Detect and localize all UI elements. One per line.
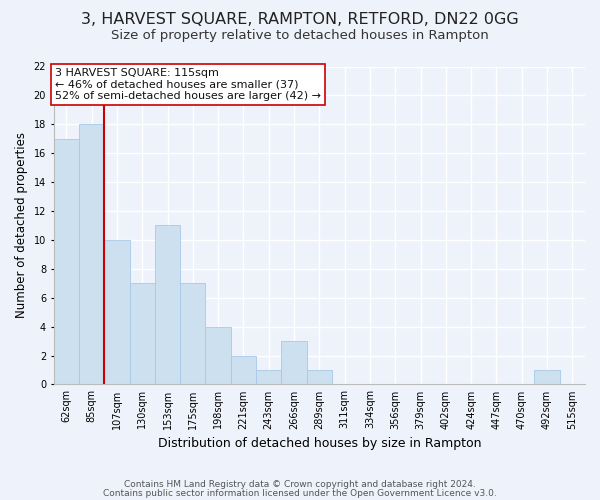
Bar [130,284,155,384]
Bar [256,370,281,384]
Bar [104,240,130,384]
Bar [79,124,104,384]
Text: Contains public sector information licensed under the Open Government Licence v3: Contains public sector information licen… [103,489,497,498]
Bar [205,326,231,384]
Bar [535,370,560,384]
Bar [155,226,180,384]
Text: Size of property relative to detached houses in Rampton: Size of property relative to detached ho… [111,29,489,42]
Bar [180,284,205,384]
Bar [53,139,79,384]
Text: 3 HARVEST SQUARE: 115sqm
← 46% of detached houses are smaller (37)
52% of semi-d: 3 HARVEST SQUARE: 115sqm ← 46% of detach… [55,68,321,101]
Text: 3, HARVEST SQUARE, RAMPTON, RETFORD, DN22 0GG: 3, HARVEST SQUARE, RAMPTON, RETFORD, DN2… [81,12,519,28]
X-axis label: Distribution of detached houses by size in Rampton: Distribution of detached houses by size … [158,437,481,450]
Y-axis label: Number of detached properties: Number of detached properties [15,132,28,318]
Bar [231,356,256,384]
Bar [307,370,332,384]
Bar [281,341,307,384]
Text: Contains HM Land Registry data © Crown copyright and database right 2024.: Contains HM Land Registry data © Crown c… [124,480,476,489]
